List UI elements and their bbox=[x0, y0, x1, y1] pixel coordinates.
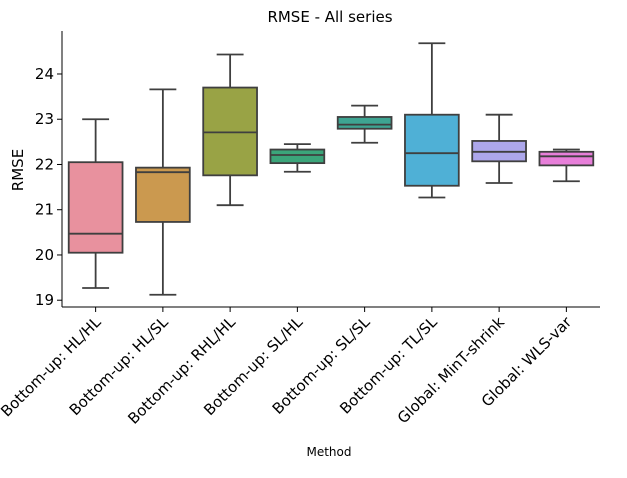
box-iqr bbox=[67, 161, 124, 254]
boxes-layer bbox=[67, 42, 595, 296]
y-tick-label: 24 bbox=[35, 65, 54, 83]
box-group-7 bbox=[471, 113, 527, 184]
y-ticks: 19 20 21 22 23 24 bbox=[35, 65, 62, 309]
box-group-5 bbox=[336, 104, 393, 144]
box-group-1 bbox=[67, 118, 124, 289]
x-axis-label: Method bbox=[306, 445, 351, 459]
box-group-4 bbox=[269, 143, 326, 173]
box-iqr bbox=[404, 113, 460, 187]
y-tick-label: 19 bbox=[35, 291, 54, 309]
box-group-8 bbox=[538, 148, 595, 183]
y-tick-label: 23 bbox=[35, 110, 54, 128]
y-axis-label: RMSE bbox=[9, 149, 27, 191]
y-tick-label: 22 bbox=[35, 155, 54, 173]
y-tick-label: 20 bbox=[35, 246, 54, 264]
axes-layer bbox=[61, 31, 600, 308]
box-iqr bbox=[269, 148, 326, 165]
box-group-6 bbox=[404, 42, 460, 199]
box-group-3 bbox=[202, 53, 258, 207]
box-iqr bbox=[202, 86, 258, 177]
box-group-2 bbox=[135, 88, 191, 296]
y-tick-label: 21 bbox=[35, 201, 54, 219]
box-iqr bbox=[336, 116, 393, 130]
box-iqr bbox=[538, 150, 595, 167]
box-iqr bbox=[135, 166, 191, 223]
chart-title: RMSE - All series bbox=[267, 8, 392, 26]
